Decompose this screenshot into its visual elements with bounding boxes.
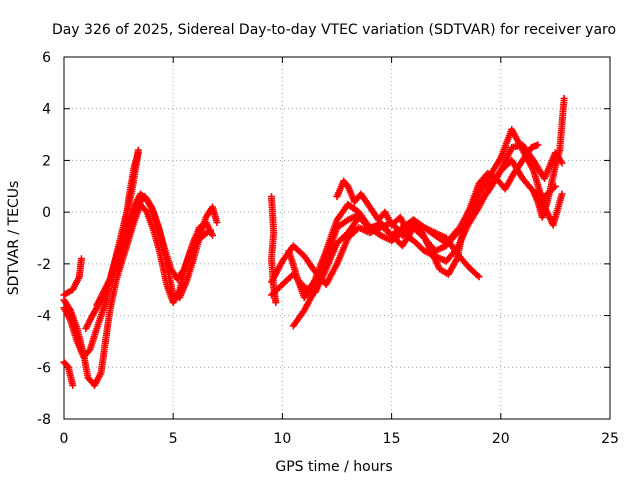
plus-markers	[530, 94, 568, 221]
x-tick-label: 0	[60, 431, 69, 447]
y-tick-label: 2	[42, 153, 51, 169]
chart-grid	[64, 57, 610, 419]
x-tick-label: 10	[273, 431, 291, 447]
series-track-15	[530, 94, 568, 221]
series-track-3	[60, 358, 77, 389]
chart-axes	[63, 56, 611, 420]
x-tick-label: 20	[492, 431, 510, 447]
x-tick-label: 5	[169, 431, 178, 447]
series-track-1	[60, 255, 85, 299]
y-axis-ticks: -8 -6 -4 -2 0 2 4 6	[37, 50, 610, 428]
plus-markers	[60, 200, 216, 389]
y-tick-label: -6	[37, 360, 51, 376]
chart-title: Day 326 of 2025, Sidereal Day-to-day VTE…	[52, 22, 616, 38]
y-tick-label: -4	[37, 309, 51, 325]
y-tick-label: 4	[42, 102, 51, 118]
plus-markers	[115, 149, 142, 268]
y-tick-label: -2	[37, 257, 51, 273]
x-axis-ticks: 0 5 10 15 20 25	[60, 57, 619, 447]
x-tick-label: 25	[601, 431, 619, 447]
plus-markers	[333, 177, 413, 239]
y-tick-label: -8	[37, 412, 51, 428]
plus-markers	[60, 255, 85, 299]
series-track-7	[115, 149, 142, 268]
y-axis-label: SDTVAR / TECUs	[6, 181, 22, 296]
series-track-13	[333, 177, 413, 239]
y-tick-label: 6	[42, 50, 51, 66]
x-axis-label: GPS time / hours	[275, 459, 392, 475]
series-track-4	[60, 200, 216, 389]
plot-frame	[63, 56, 611, 420]
x-tick-label: 15	[383, 431, 401, 447]
data-marks	[60, 94, 568, 389]
y-tick-label: 0	[42, 205, 51, 221]
plus-markers	[409, 141, 542, 278]
plus-markers	[60, 358, 77, 389]
series-track-14	[409, 141, 542, 278]
